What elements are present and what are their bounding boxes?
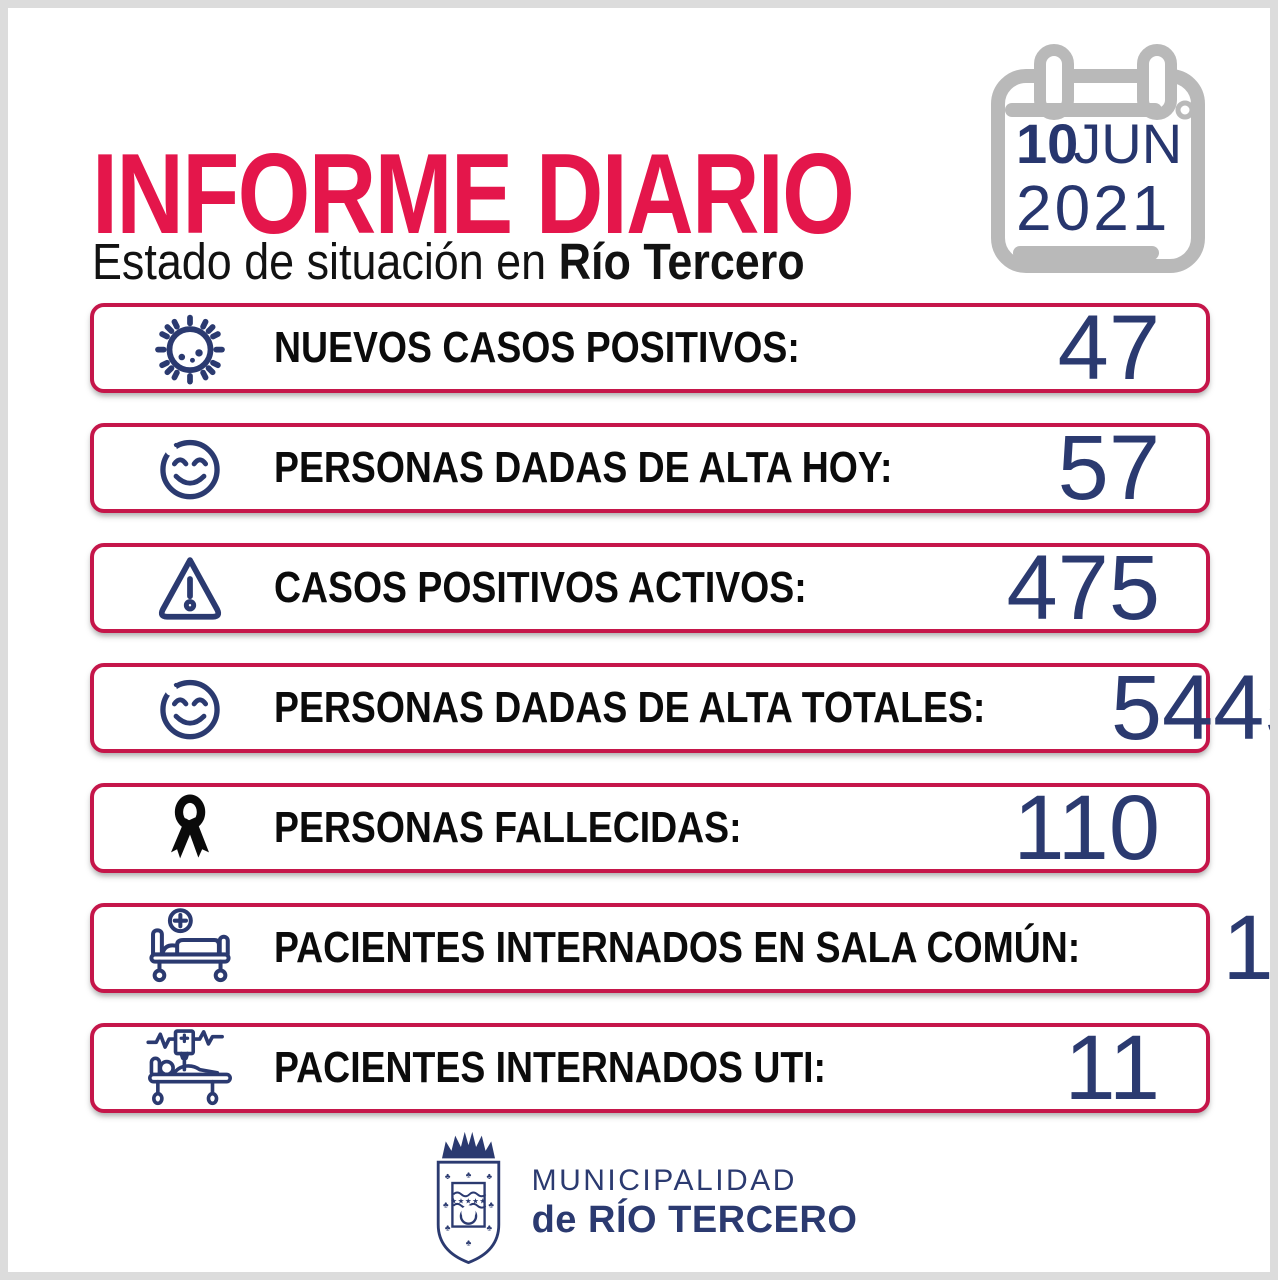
svg-text:♣: ♣ <box>443 1200 449 1210</box>
calendar-date: 10JUN 2021 <box>1016 116 1186 244</box>
municipality-shield-icon: ★★★★★ ♣ ♣ ♣ ♣ ♣ ♣ ♣ ♣ <box>421 1130 516 1272</box>
warning-icon <box>140 547 240 629</box>
calendar-icon <box>991 44 1205 273</box>
row-label: NUEVOS CASOS POSITIVOS: <box>274 323 800 372</box>
date-year: 2021 <box>1016 172 1171 244</box>
svg-text:♣: ♣ <box>465 1169 471 1179</box>
row-altas-hoy: PERSONAS DADAS DE ALTA HOY: 57 <box>90 417 1210 519</box>
svg-text:♣: ♣ <box>488 1200 494 1210</box>
row-altas-totales: PERSONAS DADAS DE ALTA TOTALES: 5445 <box>90 662 1270 754</box>
row-label: PERSONAS DADAS DE ALTA TOTALES: <box>274 683 986 732</box>
row-value: 15 <box>1222 897 1274 999</box>
stats-list: NUEVOS CASOS POSITIVOS: 47 PERSONAS DADA… <box>90 297 1270 1143</box>
subtitle-city: Río Tercero <box>558 233 805 290</box>
smiley-icon <box>140 427 240 509</box>
date-month: JUN <box>1073 112 1183 175</box>
row-label: PACIENTES INTERNADOS EN SALA COMÚN: <box>274 923 1081 972</box>
row-nuevos-casos: NUEVOS CASOS POSITIVOS: 47 <box>90 297 1210 399</box>
svg-text:♣: ♣ <box>444 1222 450 1232</box>
row-value: 110 <box>1013 777 1160 879</box>
row-uti: PACIENTES INTERNADOS UTI: 11 <box>90 1017 1210 1119</box>
date-day: 10 <box>1016 112 1079 175</box>
row-fallecidas: PERSONAS FALLECIDAS: 110 <box>90 777 1210 879</box>
svg-text:★★★★★: ★★★★★ <box>450 1196 486 1205</box>
municipality-name: MUNICIPALIDAD de RÍO TERCERO <box>532 1164 858 1242</box>
org-line1: MUNICIPALIDAD <box>531 1164 797 1198</box>
svg-text:♣: ♣ <box>465 1237 471 1247</box>
row-label: PERSONAS DADAS DE ALTA HOY: <box>274 443 893 492</box>
smiley-icon <box>140 667 240 749</box>
page-subtitle: Estado de situación en Río Tercero <box>92 236 805 287</box>
mourning-ribbon-icon <box>140 787 240 869</box>
row-label: PACIENTES INTERNADOS UTI: <box>274 1043 827 1092</box>
page-title: INFORME DIARIO <box>92 131 855 258</box>
uti-bed-icon <box>140 1027 240 1109</box>
virus-icon <box>140 307 240 389</box>
row-value: 57 <box>1057 417 1160 519</box>
org-line2: de RÍO TERCERO <box>531 1198 858 1241</box>
row-sala-comun: PACIENTES INTERNADOS EN SALA COMÚN: 15 <box>90 902 1270 994</box>
svg-text:♣: ♣ <box>444 1171 450 1181</box>
subtitle-regular: Estado de situación en <box>92 233 559 290</box>
svg-text:♣: ♣ <box>486 1171 492 1181</box>
row-value: 11 <box>1064 1017 1160 1119</box>
row-label: PERSONAS FALLECIDAS: <box>274 803 742 852</box>
row-value: 47 <box>1057 297 1160 399</box>
hospital-bed-icon <box>140 907 240 989</box>
row-casos-activos: CASOS POSITIVOS ACTIVOS: 475 <box>90 537 1210 639</box>
row-value: 475 <box>1006 537 1161 639</box>
calendar-date-widget: 10JUN 2021 <box>980 40 1215 285</box>
row-value: 5445 <box>1110 657 1270 759</box>
row-label: CASOS POSITIVOS ACTIVOS: <box>274 563 807 612</box>
svg-text:♣: ♣ <box>486 1222 492 1232</box>
footer: ★★★★★ ♣ ♣ ♣ ♣ ♣ ♣ ♣ ♣ MUNICIPALIDAD de RÍO T… <box>8 1130 1270 1272</box>
